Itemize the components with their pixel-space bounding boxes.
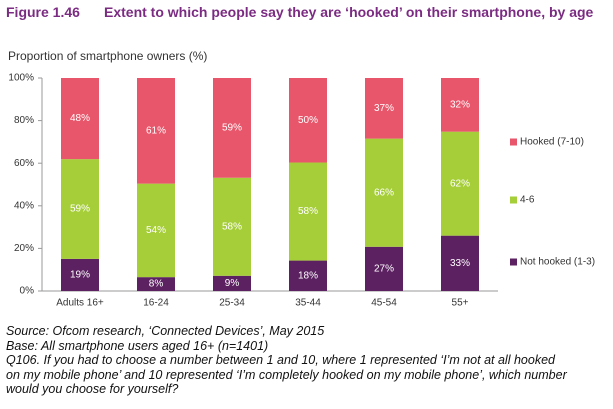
data-label: 61% (146, 125, 166, 136)
bar-segment (213, 78, 251, 178)
bar-segment (289, 78, 327, 163)
data-label: 62% (450, 178, 470, 189)
data-label: 8% (149, 279, 164, 290)
bar-segment (137, 277, 175, 291)
bar-segment (61, 159, 99, 259)
data-label: 58% (222, 221, 242, 232)
legend-swatch (510, 258, 517, 266)
x-tick-label: 55+ (452, 298, 469, 309)
bar-segment (365, 246, 403, 291)
bar-segment (365, 78, 403, 139)
data-label: 18% (298, 270, 318, 281)
data-label: 48% (70, 113, 90, 124)
chart-title: Extent to which people say they are ‘hoo… (104, 4, 594, 20)
bar-segment (441, 131, 479, 236)
y-tick-label: 20% (14, 243, 34, 254)
y-axis-label: Proportion of smartphone owners (%) (8, 49, 207, 63)
data-label: 50% (298, 115, 318, 126)
y-tick-label: 100% (8, 73, 34, 84)
legend-label: Hooked (7-10) (520, 137, 584, 148)
bar-segment (441, 235, 479, 291)
data-label: 27% (374, 264, 394, 275)
x-tick-label: 25-34 (219, 298, 245, 309)
figure-label: Figure 1.46 (6, 4, 80, 20)
x-tick-label: 45-54 (371, 298, 397, 309)
x-tick-label: Adults 16+ (56, 298, 104, 309)
data-label: 59% (70, 204, 90, 215)
data-label: 58% (298, 206, 318, 217)
legend-label: 4-6 (520, 195, 535, 206)
bar-segment (213, 177, 251, 276)
data-label: 59% (222, 123, 242, 134)
note: Q106. If you had to choose a number betw… (6, 353, 555, 367)
note: on my mobile phone’ and 10 represented ‘… (6, 367, 567, 382)
y-tick-label: 60% (14, 158, 34, 169)
data-label: 66% (374, 187, 394, 198)
bar-segment (213, 275, 251, 291)
bar-segment (441, 78, 479, 132)
data-label: 32% (450, 99, 470, 110)
note: Base: All smartphone users aged 16+ (n=1… (6, 338, 269, 353)
y-tick-label: 40% (14, 200, 34, 211)
legend-swatch (510, 138, 517, 146)
x-tick-label: 35-44 (295, 298, 321, 309)
bar-segment (289, 260, 327, 291)
bar-segment (61, 258, 99, 291)
y-tick-label: 0% (20, 286, 35, 297)
chart: Proportion of smartphone owners (%) 0% 20… (8, 49, 595, 309)
legend-swatch (510, 196, 517, 204)
legend-label: Not hooked (1-3) (520, 257, 595, 268)
y-tick-label: 80% (14, 115, 34, 126)
data-label: 33% (450, 258, 470, 269)
bar-segment (365, 138, 403, 247)
x-tick-label: 16-24 (143, 298, 169, 309)
note: Source: Ofcom research, ‘Connected Devic… (6, 324, 325, 338)
bar-segment (61, 78, 99, 160)
data-label: 37% (374, 103, 394, 114)
bar-segment (289, 162, 327, 261)
bar-segment (137, 183, 175, 278)
notes: Source: Ofcom research, ‘Connected Devic… (6, 324, 567, 397)
data-label: 19% (70, 270, 90, 281)
note: would you choose for yourself? (6, 382, 179, 396)
data-label: 54% (146, 225, 166, 236)
title-block: Figure 1.46 Extent to which people say t… (6, 4, 606, 20)
bar-segment (137, 78, 175, 184)
data-label: 9% (225, 278, 240, 289)
